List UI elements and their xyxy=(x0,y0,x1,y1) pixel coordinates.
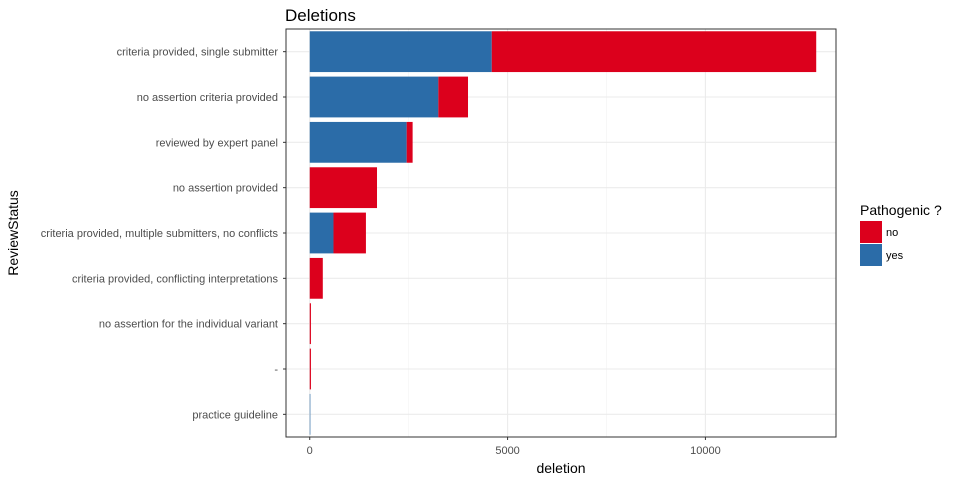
chart-title: Deletions xyxy=(285,6,356,25)
bar-yes xyxy=(309,212,334,254)
x-tick-label: 10000 xyxy=(690,445,721,457)
y-tick-label: - xyxy=(274,364,278,376)
legend: Pathogenic ? no yes xyxy=(860,202,942,266)
x-tick-label: 5000 xyxy=(495,445,519,457)
legend-label-no: no xyxy=(886,227,898,239)
bar-no xyxy=(309,257,323,299)
bar-no xyxy=(406,121,413,163)
y-tick-label: criteria provided, conflicting interpret… xyxy=(72,273,279,285)
bar-yes xyxy=(309,76,439,118)
y-tick-label: reviewed by expert panel xyxy=(156,137,278,149)
bar-yes xyxy=(309,121,407,163)
y-axis-title: ReviewStatus xyxy=(5,190,21,276)
bar-no xyxy=(309,348,311,390)
bar-no xyxy=(333,212,366,254)
bar-no xyxy=(309,167,378,209)
y-tick-label: no assertion provided xyxy=(173,183,278,195)
y-tick-label: criteria provided, single submitter xyxy=(117,47,279,59)
legend-label-yes: yes xyxy=(886,250,904,262)
legend-title: Pathogenic ? xyxy=(860,202,942,218)
y-tick-label: practice guideline xyxy=(192,409,278,421)
bars xyxy=(309,31,817,435)
bar-no xyxy=(309,303,311,345)
legend-key-yes xyxy=(860,244,882,266)
legend-key-no xyxy=(860,221,882,243)
bar-no xyxy=(491,31,817,73)
y-axis-ticks: criteria provided, single submitter no as… xyxy=(41,47,286,421)
y-tick-label: no assertion for the individual variant xyxy=(99,319,278,331)
x-tick-label: 0 xyxy=(307,445,313,457)
y-tick-label: no assertion criteria provided xyxy=(137,92,278,104)
y-tick-label: criteria provided, multiple submitters, … xyxy=(41,228,279,240)
x-axis-ticks: 0 5000 10000 xyxy=(307,437,721,457)
x-axis-title: deletion xyxy=(536,460,585,476)
bar-yes xyxy=(309,31,492,73)
bar-no xyxy=(438,76,469,118)
bar-yes xyxy=(309,393,311,435)
